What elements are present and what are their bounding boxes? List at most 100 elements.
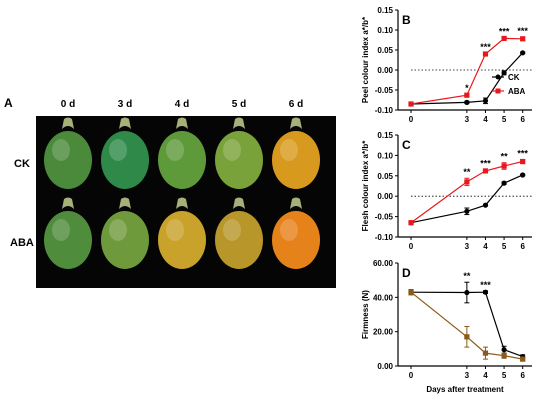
- fruit-stem: [62, 197, 74, 209]
- panel-letter: B: [402, 13, 411, 27]
- data-point-ck: [464, 289, 470, 296]
- data-point-ck: [482, 98, 489, 104]
- data-point-aba: [408, 101, 414, 107]
- data-point-aba: [464, 179, 470, 185]
- data-point-aba: [408, 220, 414, 226]
- panel-letter: C: [402, 138, 411, 152]
- x-tick-label: 6: [520, 115, 525, 124]
- day-label: 4 d: [175, 99, 189, 110]
- fruit-stem: [119, 117, 131, 129]
- data-point-aba: [520, 356, 526, 362]
- significance-marker: **: [501, 152, 509, 162]
- fruit-stem: [176, 197, 188, 209]
- y-axis-label: Flesh colour index a*/b*: [361, 140, 370, 232]
- significance-marker: **: [463, 271, 471, 281]
- y-tick-label: 20.00: [373, 328, 394, 337]
- fruit: [215, 131, 263, 189]
- chart-panel-b: B -0.10 -0.05 0.00 0.05 0.10 0.15 0 3 4 5 6 Peel col…: [361, 6, 532, 124]
- day-label: 5 d: [232, 99, 246, 110]
- data-point-ck: [520, 172, 526, 178]
- fruit-highlight: [109, 219, 127, 241]
- day-label: 0 d: [61, 99, 75, 110]
- x-tick-label: 5: [502, 371, 507, 380]
- fruit: [101, 131, 149, 189]
- y-tick-label: 0.00: [377, 192, 393, 201]
- fruit-highlight: [223, 139, 241, 161]
- data-point-aba: [408, 289, 414, 295]
- fruit-highlight: [280, 139, 298, 161]
- x-tick-label: 6: [520, 371, 525, 380]
- data-point-aba: [520, 36, 526, 42]
- legend-label-aba: ABA: [508, 87, 526, 96]
- data-point-aba: [501, 353, 507, 359]
- y-tick-label: -0.10: [375, 233, 394, 242]
- x-tick-label: 0: [409, 115, 414, 124]
- y-tick-label: 0.15: [377, 6, 393, 15]
- fruit-highlight: [280, 219, 298, 241]
- fruit: [272, 211, 320, 269]
- y-tick-label: 40.00: [373, 293, 394, 302]
- data-point-aba: [482, 51, 489, 57]
- significance-marker: ***: [480, 158, 491, 168]
- data-point-aba: [501, 163, 507, 169]
- x-tick-label: 3: [465, 242, 470, 251]
- panel-letter: D: [402, 266, 411, 280]
- data-point-aba: [482, 350, 489, 356]
- significance-marker: ***: [480, 280, 491, 290]
- legend-label-ck: CK: [508, 73, 520, 82]
- fruit: [158, 211, 206, 269]
- y-tick-label: 0.00: [377, 362, 393, 371]
- fruit: [215, 211, 263, 269]
- y-tick-label: -0.05: [375, 86, 394, 95]
- significance-marker: **: [463, 167, 471, 177]
- fruit-highlight: [109, 139, 127, 161]
- fruit: [272, 131, 320, 189]
- significance-marker: ***: [517, 26, 528, 36]
- fruit-highlight: [52, 139, 70, 161]
- x-tick-label: 0: [409, 371, 414, 380]
- data-point-aba: [520, 158, 526, 165]
- fruit-stem: [62, 117, 74, 129]
- data-point-aba: [464, 334, 470, 340]
- y-tick-label: 0.15: [377, 131, 393, 140]
- fruit-stem: [290, 197, 302, 209]
- data-point-ck: [464, 99, 470, 105]
- fruit-stem: [233, 197, 245, 209]
- data-point-ck: [501, 180, 507, 186]
- data-point-ck: [482, 202, 489, 208]
- x-tick-label: 4: [483, 115, 488, 124]
- significance-marker: ***: [480, 42, 491, 52]
- fruit-stem: [233, 117, 245, 129]
- x-tick-label: 4: [483, 371, 488, 380]
- x-tick-label: 5: [502, 242, 507, 251]
- chart-panel-c: C -0.10 -0.05 0.00 0.05 0.10 0.15 0 3 4 5 6 Flesh co…: [361, 131, 532, 251]
- y-axis-label: Firmness (N): [361, 290, 370, 339]
- fruit-stem: [176, 117, 188, 129]
- chart-panel-d: D 0.00 20.00 40.00 60.00 0 3 4 5 6 Firmness (N) Day…: [361, 259, 532, 394]
- y-tick-label: 0.10: [377, 26, 393, 35]
- data-point-ck: [501, 70, 507, 76]
- y-tick-label: 0.00: [377, 66, 393, 75]
- y-tick-label: -0.10: [375, 106, 394, 115]
- x-tick-label: 3: [465, 115, 470, 124]
- fruit-highlight: [166, 219, 184, 241]
- x-tick-label: 0: [409, 242, 414, 251]
- fruit-highlight: [223, 219, 241, 241]
- row-label-ck: CK: [14, 158, 30, 170]
- significance-marker: ***: [499, 27, 510, 37]
- x-tick-label: 3: [465, 371, 470, 380]
- fruit: [44, 131, 92, 189]
- y-tick-label: 0.10: [377, 151, 393, 160]
- y-tick-label: 0.05: [377, 46, 393, 55]
- legend-marker: [495, 88, 501, 94]
- data-point-aba: [464, 92, 470, 98]
- fruit-photo-panel: [36, 116, 336, 288]
- panel-a-letter: A: [4, 96, 13, 110]
- data-point-ck: [520, 50, 526, 56]
- x-axis-label: Days after treatment: [426, 385, 504, 394]
- y-tick-label: 60.00: [373, 259, 394, 268]
- data-point-ck: [464, 208, 470, 214]
- x-tick-label: 6: [520, 242, 525, 251]
- fruit: [44, 211, 92, 269]
